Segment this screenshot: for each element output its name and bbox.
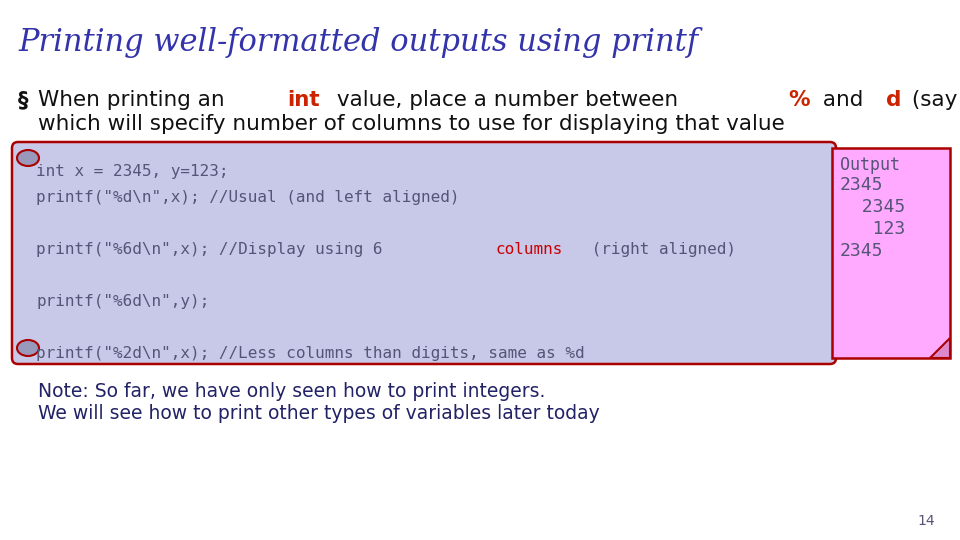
Text: §: § [18, 90, 29, 110]
Text: 2345: 2345 [840, 176, 883, 194]
FancyBboxPatch shape [12, 142, 836, 364]
Ellipse shape [17, 340, 39, 356]
Text: int x = 2345, y=123;: int x = 2345, y=123; [36, 164, 228, 179]
Text: (right aligned): (right aligned) [583, 242, 736, 257]
FancyBboxPatch shape [832, 148, 950, 358]
Text: value, place a number between: value, place a number between [330, 90, 684, 110]
Text: d: d [885, 90, 900, 110]
Text: 123: 123 [840, 220, 905, 238]
Text: 2345: 2345 [840, 242, 883, 260]
Text: printf("%d\n",x); //Usual (and left aligned): printf("%d\n",x); //Usual (and left alig… [36, 190, 460, 205]
Ellipse shape [17, 150, 39, 166]
Text: When printing an: When printing an [38, 90, 231, 110]
Text: Note: So far, we have only seen how to print integers.: Note: So far, we have only seen how to p… [38, 382, 545, 401]
Text: printf("%6d\n",x); //Display using 6: printf("%6d\n",x); //Display using 6 [36, 242, 392, 257]
Text: and: and [816, 90, 870, 110]
Text: 14: 14 [918, 514, 935, 528]
Text: (say: (say [905, 90, 960, 110]
Text: columns: columns [495, 242, 563, 257]
Polygon shape [930, 338, 950, 358]
Text: Output: Output [840, 156, 900, 174]
Text: printf("%2d\n",x); //Less columns than digits, same as %d: printf("%2d\n",x); //Less columns than d… [36, 346, 585, 361]
Text: Printing well-formatted outputs using printf: Printing well-formatted outputs using pr… [18, 26, 698, 57]
Text: int: int [288, 90, 321, 110]
Text: printf("%6d\n",y);: printf("%6d\n",y); [36, 294, 209, 309]
Text: which will specify number of columns to use for displaying that value: which will specify number of columns to … [38, 114, 784, 134]
Text: 2345: 2345 [840, 198, 905, 216]
Text: %: % [788, 90, 809, 110]
Text: We will see how to print other types of variables later today: We will see how to print other types of … [38, 404, 600, 423]
